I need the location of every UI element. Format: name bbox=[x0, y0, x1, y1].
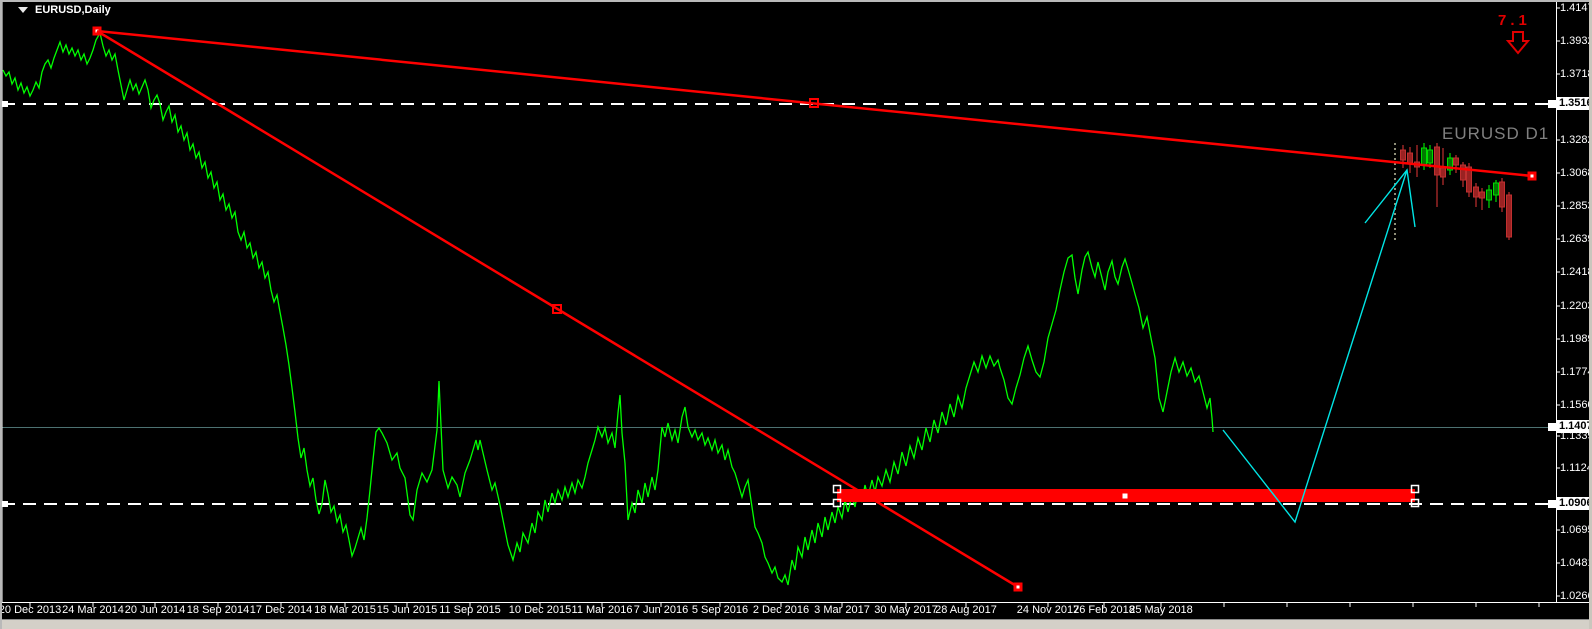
date-label-18: 25 May 2018 bbox=[1129, 604, 1193, 616]
zone-center-marker[interactable] bbox=[1122, 493, 1128, 499]
date-label-12: 2 Dec 2016 bbox=[752, 604, 810, 616]
price-label-1.22035: 1.22035 bbox=[1560, 300, 1592, 312]
upper-trendline-handle-center-2 bbox=[1530, 174, 1534, 178]
cyan-arrowhead bbox=[1364, 168, 1416, 228]
candle-body-0[interactable] bbox=[1400, 149, 1406, 161]
symbol-dropdown-icon[interactable] bbox=[18, 7, 28, 13]
candle-body-16[interactable] bbox=[1506, 194, 1512, 238]
date-label-3: 18 Sep 2014 bbox=[186, 604, 250, 616]
price-label-1.39325: 1.39325 bbox=[1560, 35, 1592, 47]
candle-body-11[interactable] bbox=[1473, 186, 1479, 198]
zone-handle-0[interactable] bbox=[832, 484, 842, 494]
date-label-7: 11 Sep 2015 bbox=[439, 604, 501, 616]
chart-watermark: EURUSD D1 bbox=[1442, 124, 1550, 143]
candle-body-10[interactable] bbox=[1466, 166, 1472, 193]
price-label-1.04810: 1.04810 bbox=[1560, 557, 1592, 569]
price-label-1.37180: 1.37180 bbox=[1560, 68, 1592, 80]
candle-body-6[interactable] bbox=[1440, 167, 1446, 178]
zone-handle-3[interactable] bbox=[1410, 498, 1420, 508]
candle-body-14[interactable] bbox=[1493, 182, 1499, 196]
date-label-8: 10 Dec 2015 bbox=[508, 604, 572, 616]
date-label-15: 28 Aug 2017 bbox=[935, 604, 997, 616]
price-highlight-pointer-2 bbox=[1548, 500, 1556, 508]
price-highlight-1.09062: 1.09062 bbox=[1557, 497, 1592, 510]
symbol-label: EURUSD,Daily bbox=[18, 4, 111, 16]
date-label-14: 30 May 2017 bbox=[874, 604, 938, 616]
price-label-1.32825: 1.32825 bbox=[1560, 134, 1592, 146]
date-label-11: 5 Sep 2016 bbox=[691, 604, 749, 616]
price-label-1.11245: 1.11245 bbox=[1560, 462, 1592, 474]
steep-trendline bbox=[96, 29, 1019, 589]
candle-body-12[interactable] bbox=[1479, 191, 1485, 199]
date-label-2: 20 Jun 2014 bbox=[124, 604, 186, 616]
date-label-4: 17 Dec 2014 bbox=[249, 604, 313, 616]
candle-body-4[interactable] bbox=[1427, 149, 1433, 164]
price-label-1.02665: 1.02665 bbox=[1560, 590, 1592, 602]
candle-body-1[interactable] bbox=[1407, 152, 1413, 164]
cyan-projection-line[interactable] bbox=[1222, 169, 1408, 524]
upper-trendline bbox=[96, 29, 1533, 178]
price-highlight-pointer-0 bbox=[1548, 100, 1556, 108]
zone-handle-1[interactable] bbox=[832, 498, 842, 508]
price-label-1.24180: 1.24180 bbox=[1560, 266, 1592, 278]
date-label-6: 15 Jun 2015 bbox=[376, 604, 438, 616]
date-label-10: 7 Jun 2016 bbox=[633, 604, 689, 616]
price-line-series bbox=[2, 31, 1214, 586]
candle-body-5[interactable] bbox=[1434, 146, 1440, 176]
price-label-1.17745: 1.17745 bbox=[1560, 366, 1592, 378]
date-label-1: 24 Mar 2014 bbox=[62, 604, 124, 616]
date-label-0: 20 Dec 2013 bbox=[0, 604, 62, 616]
price-label-1.19890: 1.19890 bbox=[1560, 333, 1592, 345]
date-label-13: 3 Mar 2017 bbox=[814, 604, 870, 616]
zone-handle-2[interactable] bbox=[1410, 484, 1420, 494]
date-label-16: 24 Nov 2017 bbox=[1016, 604, 1080, 616]
dashed-level-anchor-0[interactable] bbox=[2, 101, 8, 107]
candle-body-13[interactable] bbox=[1486, 189, 1492, 201]
window-frame-right bbox=[1589, 0, 1592, 629]
date-label-9: 11 Mar 2016 bbox=[571, 604, 633, 616]
price-label-1.06955: 1.06955 bbox=[1560, 524, 1592, 536]
candle-body-7[interactable] bbox=[1447, 157, 1453, 171]
dashed-level-anchor-1[interactable] bbox=[2, 501, 8, 507]
candle-body-8[interactable] bbox=[1453, 157, 1459, 166]
window-frame-left bbox=[0, 0, 2, 629]
candle-body-3[interactable] bbox=[1421, 147, 1427, 166]
candle-body-9[interactable] bbox=[1460, 164, 1466, 181]
steep-trendline-handle-center-1 bbox=[1016, 585, 1020, 589]
window-frame-top bbox=[0, 0, 1592, 2]
price-highlight-pointer-1 bbox=[1548, 423, 1556, 431]
price-label-1.30680: 1.30680 bbox=[1560, 167, 1592, 179]
date-label-5: 18 Mar 2015 bbox=[314, 604, 376, 616]
price-highlight-1.35168: 1.35168 bbox=[1557, 97, 1592, 110]
price-label-1.26390: 1.26390 bbox=[1560, 233, 1592, 245]
price-label-1.15600: 1.15600 bbox=[1560, 399, 1592, 411]
annotation-text: 7.1 bbox=[1498, 12, 1531, 29]
down-arrow-icon bbox=[1505, 31, 1531, 55]
price-highlight-1.14072: 1.14072 bbox=[1557, 420, 1592, 433]
candle-body-15[interactable] bbox=[1499, 181, 1505, 208]
upper-trendline-handle-1[interactable] bbox=[809, 98, 819, 108]
symbol-text: EURUSD,Daily bbox=[35, 4, 111, 16]
date-label-17: 26 Feb 2018 bbox=[1073, 604, 1135, 616]
steep-trendline-handle-0[interactable] bbox=[552, 304, 562, 314]
price-label-1.28535: 1.28535 bbox=[1560, 200, 1592, 212]
window-bottom-strip bbox=[0, 619, 1592, 629]
price-label-1.13390: 1.13390 bbox=[1560, 430, 1592, 442]
price-label-1.41470: 1.41470 bbox=[1560, 2, 1592, 14]
